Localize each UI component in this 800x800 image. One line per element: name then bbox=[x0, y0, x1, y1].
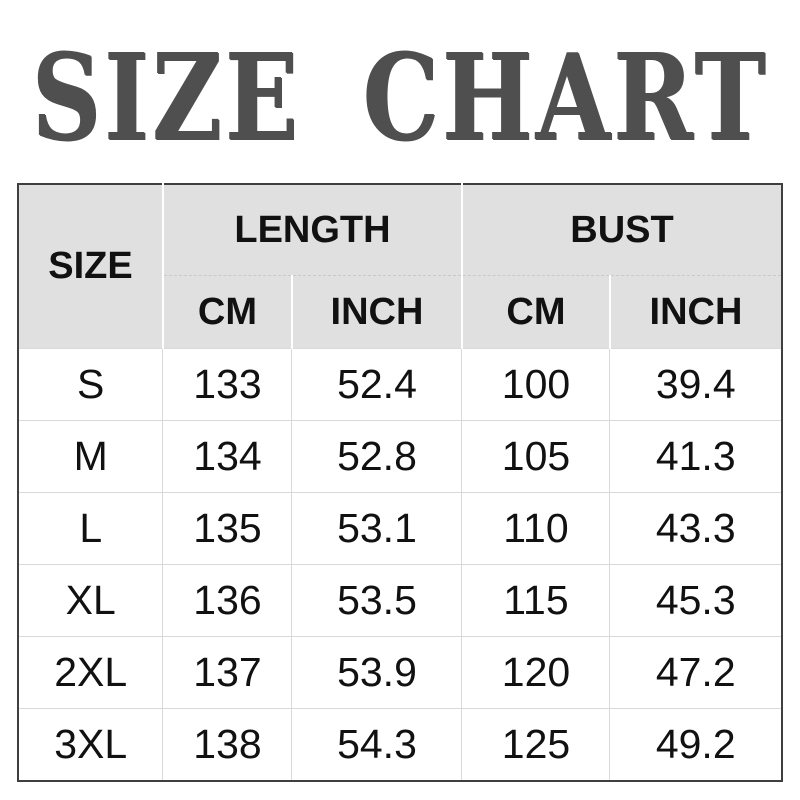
length-inch-cell: 53.9 bbox=[291, 636, 463, 709]
length-inch-cell: 52.8 bbox=[291, 420, 463, 493]
bust-cm-cell: 115 bbox=[461, 564, 611, 637]
bust-inch-cell: 43.3 bbox=[609, 492, 783, 565]
table-row: S 133 52.4 100 39.4 bbox=[17, 348, 783, 421]
header-cell-bust-inch: INCH bbox=[609, 275, 782, 349]
header-cell-length: LENGTH bbox=[162, 184, 463, 276]
bust-inch-cell: 39.4 bbox=[609, 348, 783, 421]
size-chart-table: SIZE LENGTH BUST CM INCH CM INCH S 133 5… bbox=[16, 183, 783, 782]
length-cm-cell: 133 bbox=[162, 348, 293, 421]
length-cm-cell: 138 bbox=[162, 708, 293, 782]
header-cell-length-inch: INCH bbox=[291, 275, 463, 349]
header-cell-bust-cm: CM bbox=[461, 275, 611, 349]
bust-cm-cell: 120 bbox=[461, 636, 611, 709]
bust-inch-cell: 45.3 bbox=[609, 564, 783, 637]
table-row: M 134 52.8 105 41.3 bbox=[17, 420, 783, 493]
length-inch-cell: 52.4 bbox=[291, 348, 463, 421]
length-cm-cell: 134 bbox=[162, 420, 293, 493]
bust-inch-cell: 41.3 bbox=[609, 420, 783, 493]
length-inch-cell: 53.5 bbox=[291, 564, 463, 637]
size-cell: L bbox=[17, 492, 164, 565]
bust-cm-cell: 125 bbox=[461, 708, 611, 782]
group-header-row: SIZE LENGTH BUST bbox=[17, 184, 782, 349]
size-cell: 3XL bbox=[17, 708, 164, 782]
table-row: L 135 53.1 110 43.3 bbox=[17, 492, 783, 565]
length-inch-cell: 54.3 bbox=[291, 708, 463, 782]
header-cell-length-cm: CM bbox=[162, 275, 293, 349]
table-body: S 133 52.4 100 39.4 M 134 52.8 105 41.3 … bbox=[17, 348, 783, 782]
page-title: SIZE CHART bbox=[0, 27, 800, 168]
size-cell: M bbox=[17, 420, 164, 493]
table-row: 3XL 138 54.3 125 49.2 bbox=[17, 708, 783, 782]
table-row: 2XL 137 53.9 120 47.2 bbox=[17, 636, 783, 709]
table-row: XL 136 53.5 115 45.3 bbox=[17, 564, 783, 637]
bust-inch-cell: 47.2 bbox=[609, 636, 783, 709]
page-title-text: SIZE CHART bbox=[31, 27, 769, 168]
length-cm-cell: 135 bbox=[162, 492, 293, 565]
size-cell: S bbox=[17, 348, 164, 421]
length-cm-cell: 137 bbox=[162, 636, 293, 709]
bust-cm-cell: 100 bbox=[461, 348, 611, 421]
size-cell: 2XL bbox=[17, 636, 164, 709]
size-cell: XL bbox=[17, 564, 164, 637]
table-header: SIZE LENGTH BUST CM INCH CM INCH bbox=[17, 184, 782, 349]
header-cell-bust: BUST bbox=[461, 184, 782, 276]
header-cell-size: SIZE bbox=[17, 184, 164, 349]
bust-inch-cell: 49.2 bbox=[609, 708, 783, 782]
length-cm-cell: 136 bbox=[162, 564, 293, 637]
length-inch-cell: 53.1 bbox=[291, 492, 463, 565]
bust-cm-cell: 110 bbox=[461, 492, 611, 565]
bust-cm-cell: 105 bbox=[461, 420, 611, 493]
